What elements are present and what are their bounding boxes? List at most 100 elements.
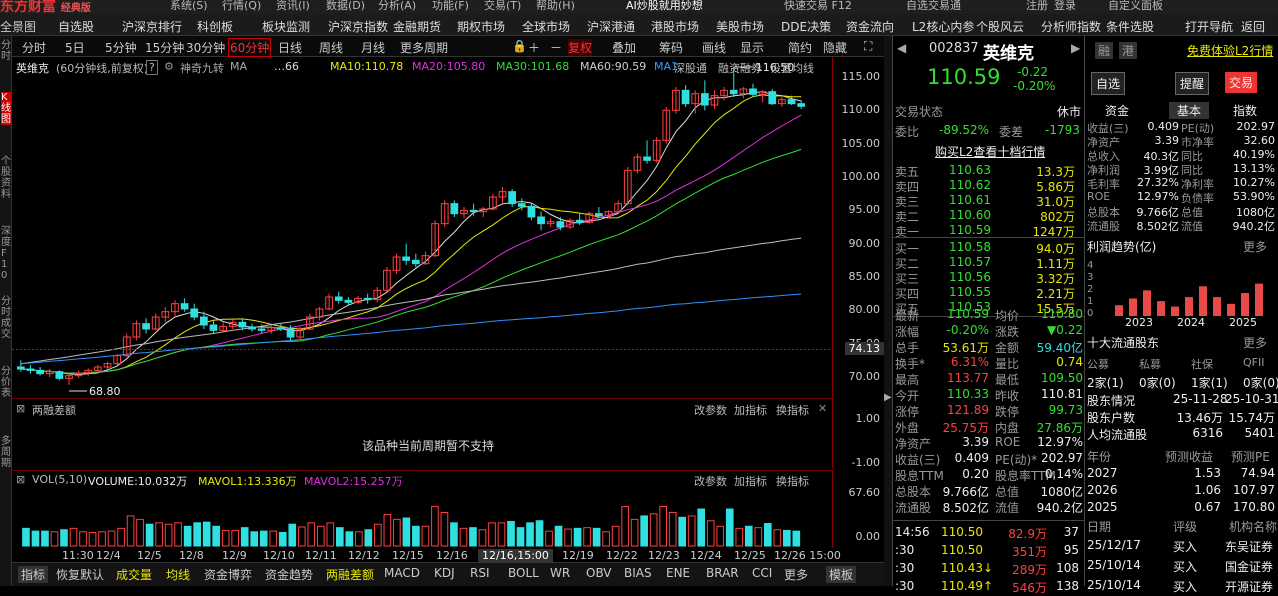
candle-body[interactable] bbox=[344, 299, 353, 303]
candle-body[interactable] bbox=[199, 316, 208, 326]
alert-button[interactable]: 提醒 bbox=[1175, 72, 1210, 95]
menu-item-6[interactable]: 金融期货 bbox=[393, 20, 442, 34]
candle-body[interactable] bbox=[84, 369, 93, 374]
toolbar-15[interactable]: 简约 bbox=[788, 41, 813, 55]
link-ma-settings[interactable]: 设置均线 bbox=[770, 62, 814, 75]
candle-body[interactable] bbox=[778, 99, 786, 105]
candle-body[interactable] bbox=[190, 308, 199, 318]
menu-item-0[interactable]: 全景图 bbox=[0, 20, 37, 34]
profit-more-link[interactable]: 更多 bbox=[1243, 240, 1268, 254]
menu-item-3[interactable]: 科创板 bbox=[197, 20, 234, 34]
tab-funds[interactable]: 资金 bbox=[1105, 104, 1130, 118]
side-tab-profile[interactable]: 个股资料 bbox=[1, 156, 11, 200]
menu-trade[interactable]: 交易(T) bbox=[484, 0, 522, 12]
toolbar-16[interactable]: 隐藏 bbox=[823, 41, 848, 55]
candle-body[interactable] bbox=[219, 325, 228, 331]
candle-body[interactable] bbox=[180, 303, 189, 310]
login-link[interactable]: 登录 bbox=[1054, 0, 1076, 12]
free-l2-link[interactable]: 免费体验L2行情 bbox=[1187, 44, 1274, 58]
side-tab-trades[interactable]: 分时成交 bbox=[1, 296, 11, 340]
candle-body[interactable] bbox=[460, 209, 468, 215]
candle-body[interactable] bbox=[334, 296, 343, 301]
menu-item-14[interactable]: L2核心内参 bbox=[912, 20, 975, 34]
candle-body[interactable] bbox=[55, 371, 64, 379]
menu-item-19[interactable]: 返回 bbox=[1241, 20, 1266, 34]
volume-chart[interactable] bbox=[12, 470, 832, 548]
menu-item-8[interactable]: 全球市场 bbox=[522, 20, 571, 34]
holders-more-link[interactable]: 更多 bbox=[1243, 336, 1268, 350]
mid-edit-params[interactable]: 改参数 bbox=[694, 404, 727, 417]
candle-body[interactable] bbox=[45, 371, 54, 375]
watchlist-button[interactable]: 自选 bbox=[1091, 72, 1126, 95]
candle-body[interactable] bbox=[700, 93, 709, 106]
indicator-tab-0[interactable]: 指标 bbox=[18, 566, 49, 583]
candle-body[interactable] bbox=[604, 211, 613, 217]
menu-info[interactable]: 资讯(I) bbox=[276, 0, 310, 12]
mid-close-icon[interactable]: ✕ bbox=[818, 402, 828, 415]
candle-body[interactable] bbox=[498, 191, 507, 198]
candle-body[interactable] bbox=[277, 327, 285, 330]
candle-body[interactable] bbox=[710, 95, 719, 106]
indicator-tab-18[interactable]: 模板 bbox=[826, 566, 857, 583]
plus-icon[interactable]: ＋ bbox=[528, 41, 541, 55]
candle-body[interactable] bbox=[566, 219, 574, 228]
menu-item-15[interactable]: 个股风云 bbox=[976, 20, 1025, 34]
indicator-tab-12[interactable]: OBV bbox=[586, 566, 612, 580]
vol-close-icon[interactable]: ⊠ bbox=[16, 473, 26, 486]
candle-body[interactable] bbox=[373, 289, 382, 301]
candle-body[interactable] bbox=[132, 323, 141, 338]
indicator-tab-5[interactable]: 资金趋势 bbox=[265, 568, 314, 582]
candle-body[interactable] bbox=[228, 321, 237, 327]
candle-body[interactable] bbox=[469, 209, 478, 213]
candle-body[interactable] bbox=[594, 213, 603, 217]
candle-body[interactable] bbox=[113, 355, 122, 365]
vol-edit-params[interactable]: 改参数 bbox=[694, 475, 727, 488]
candle-body[interactable] bbox=[633, 156, 642, 171]
indicator-tab-3[interactable]: 均线 bbox=[166, 568, 191, 582]
candle-body[interactable] bbox=[257, 328, 266, 331]
menu-quote[interactable]: 行情(Q) bbox=[222, 0, 262, 12]
vol-add-indicator[interactable]: 加指标 bbox=[734, 475, 767, 488]
indicator-tab-6[interactable]: 两融差额 bbox=[326, 568, 375, 582]
toolbar-6[interactable]: 日线 bbox=[278, 41, 303, 55]
candle-body[interactable] bbox=[431, 223, 439, 257]
trade-button[interactable]: 交易 bbox=[1225, 72, 1258, 93]
candle-body[interactable] bbox=[161, 311, 170, 318]
candle-body[interactable] bbox=[142, 323, 150, 330]
toolbar-4[interactable]: 30分钟 bbox=[186, 41, 226, 55]
candle-body[interactable] bbox=[489, 196, 497, 210]
candle-body[interactable] bbox=[546, 221, 555, 225]
candle-body[interactable] bbox=[614, 203, 623, 213]
menu-item-17[interactable]: 条件选股 bbox=[1106, 20, 1155, 34]
candle-body[interactable] bbox=[103, 363, 112, 368]
indicator-tab-15[interactable]: BRAR bbox=[706, 566, 739, 580]
candle-body[interactable] bbox=[585, 213, 594, 223]
candle-body[interactable] bbox=[556, 221, 565, 228]
menu-item-2[interactable]: 沪深京排行 bbox=[122, 20, 183, 34]
indicator-tab-14[interactable]: ENE bbox=[666, 566, 691, 580]
indicator-tab-10[interactable]: BOLL bbox=[508, 566, 539, 580]
candle-body[interactable] bbox=[450, 203, 459, 215]
candle-body[interactable] bbox=[749, 88, 757, 95]
candle-body[interactable] bbox=[296, 328, 305, 338]
menu-analysis[interactable]: 分析(A) bbox=[378, 0, 417, 12]
next-stock-icon[interactable]: ▶ bbox=[1071, 41, 1081, 55]
vol-switch-indicator[interactable]: 换指标 bbox=[776, 475, 809, 488]
candle-body[interactable] bbox=[151, 316, 160, 330]
candle-body[interactable] bbox=[122, 336, 131, 357]
toolbar-14[interactable]: 显示 bbox=[740, 41, 765, 55]
toolbar-5[interactable]: 60分钟 bbox=[228, 38, 272, 57]
toolbar-9[interactable]: 更多周期 bbox=[400, 41, 449, 55]
candle-body[interactable] bbox=[392, 256, 401, 271]
candle-body[interactable] bbox=[672, 89, 680, 111]
prev-stock-icon[interactable]: ◀ bbox=[897, 41, 907, 55]
candle-body[interactable] bbox=[537, 216, 545, 225]
mid-add-indicator[interactable]: 加指标 bbox=[734, 404, 767, 417]
candle-body[interactable] bbox=[171, 303, 179, 313]
toolbar-13[interactable]: 画线 bbox=[702, 41, 727, 55]
minus-icon[interactable]: － bbox=[550, 41, 563, 55]
toolbar-11[interactable]: 叠加 bbox=[612, 41, 637, 55]
indicator-tab-4[interactable]: 资金博弈 bbox=[204, 568, 253, 582]
candle-body[interactable] bbox=[623, 169, 632, 205]
candle-body[interactable] bbox=[691, 93, 700, 105]
